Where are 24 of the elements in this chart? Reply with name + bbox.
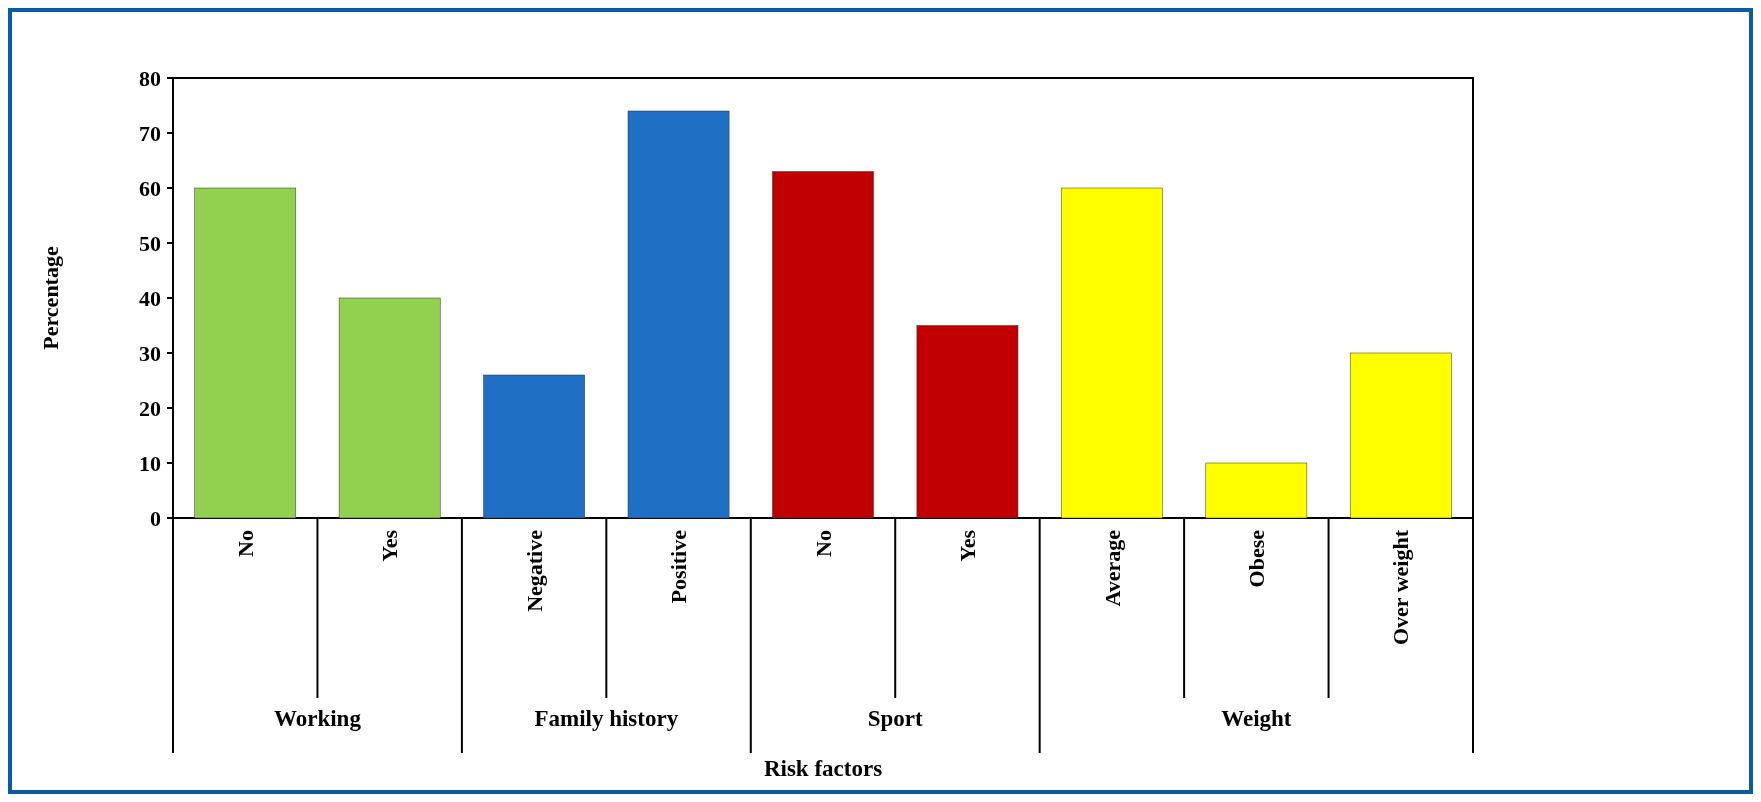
x-tick-label: No bbox=[810, 530, 836, 557]
x-tick-label: Positive bbox=[666, 529, 692, 604]
x-tick-label: Yes bbox=[377, 529, 403, 562]
y-axis-title: Percentage bbox=[38, 246, 63, 350]
x-tick-label: Yes bbox=[955, 529, 981, 562]
y-tick-label: 70 bbox=[139, 120, 161, 146]
y-tick-label: 80 bbox=[139, 65, 161, 91]
y-tick-label: 40 bbox=[139, 285, 161, 311]
text: Family history bbox=[534, 706, 679, 731]
y-tick-label: 20 bbox=[139, 395, 161, 421]
x-tick-label: Obese bbox=[1244, 529, 1270, 588]
x-tick-label: Over weight bbox=[1388, 529, 1414, 646]
x-tick-label: Negative bbox=[521, 529, 547, 612]
text: Sport bbox=[867, 706, 924, 731]
text: Weight bbox=[1221, 706, 1292, 731]
x-axis-title: Risk factors bbox=[763, 756, 883, 781]
x-tick-label: Average bbox=[1099, 529, 1125, 607]
x-tick-label: No bbox=[232, 530, 258, 557]
y-tick-label: 10 bbox=[139, 450, 161, 476]
y-tick-label: 30 bbox=[139, 340, 161, 366]
y-tick-label: 50 bbox=[139, 230, 161, 256]
y-tick-label: 0 bbox=[150, 505, 161, 531]
y-tick-label: 60 bbox=[139, 175, 161, 201]
text: Working bbox=[273, 706, 362, 731]
